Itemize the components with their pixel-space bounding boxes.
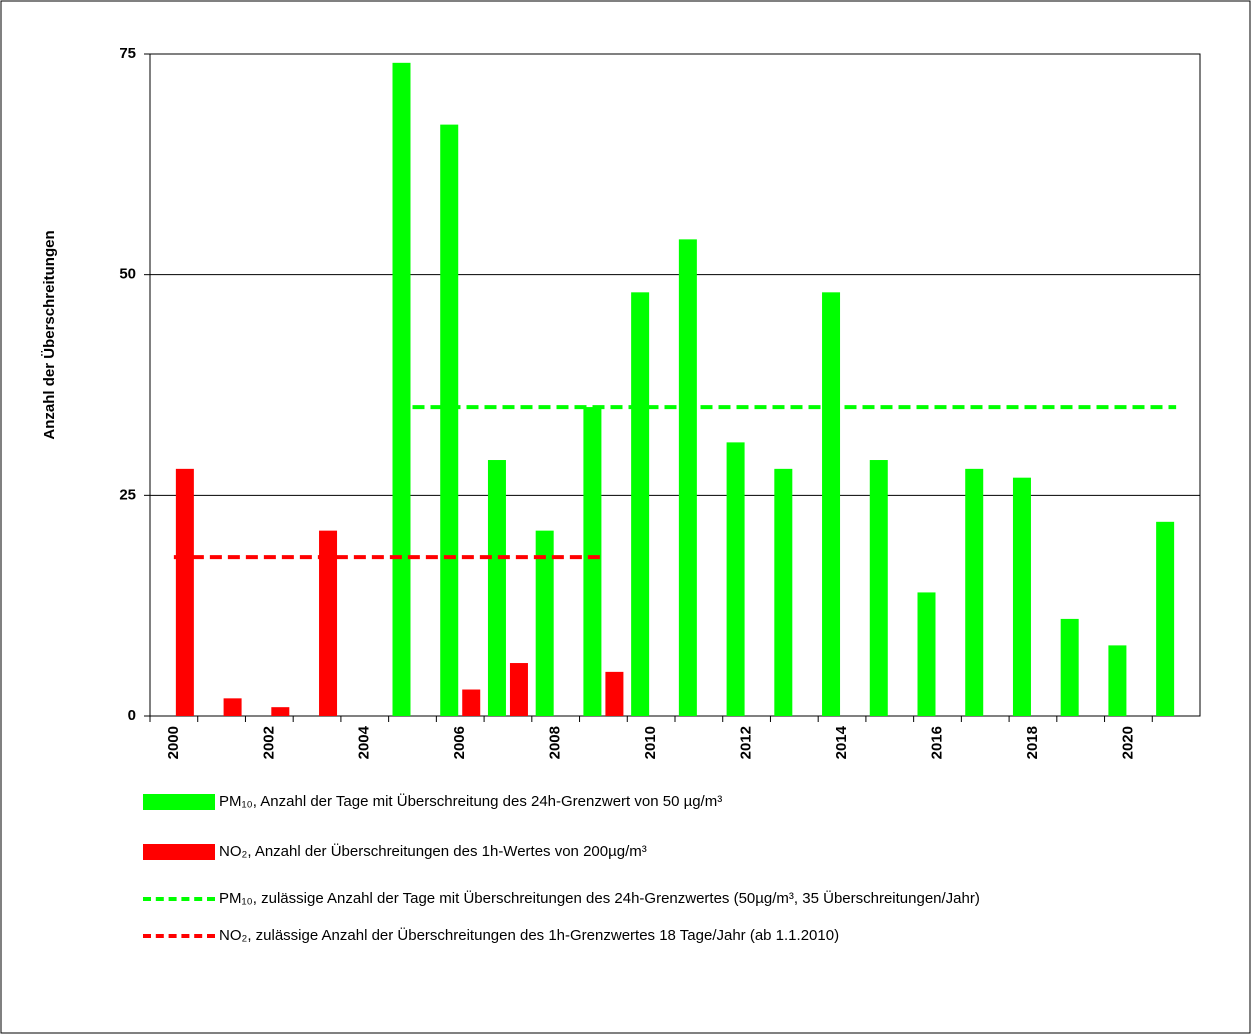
legend-entry: NO₂, Anzahl der Überschreitungen des 1h-… (143, 843, 1143, 860)
bar (583, 407, 602, 716)
x-tick-label: 2004 (356, 725, 373, 759)
x-tick-label: 2010 (642, 726, 659, 759)
bar (271, 707, 290, 716)
bar (965, 468, 984, 716)
bar (440, 124, 459, 716)
legend-entry: NO₂, zulässige Anzahl der Überschreitung… (143, 927, 1143, 944)
legend-label: PM₁₀, zulässige Anzahl der Tage mit Über… (219, 890, 980, 907)
x-tick-label: 2008 (547, 726, 564, 759)
legend-swatch (143, 794, 215, 810)
bar (631, 292, 650, 716)
bar (392, 62, 411, 717)
legend-label: PM₁₀, Anzahl der Tage mit Überschreitung… (219, 793, 723, 810)
bar (1108, 645, 1127, 716)
legend-entry: PM₁₀, zulässige Anzahl der Tage mit Über… (143, 890, 1143, 907)
bar (223, 698, 242, 716)
bar (535, 530, 554, 716)
bar (917, 592, 936, 716)
bar (869, 460, 888, 716)
bar (774, 468, 793, 716)
bar (175, 468, 194, 716)
bar (319, 530, 338, 716)
legend-label: NO₂, Anzahl der Überschreitungen des 1h-… (219, 843, 647, 860)
x-tick-label: 2006 (451, 726, 468, 759)
legend-swatch (143, 897, 215, 901)
legend-swatch (143, 934, 215, 938)
bar (726, 442, 745, 716)
bar (487, 460, 506, 716)
bar (462, 689, 481, 716)
bar (678, 239, 697, 717)
x-tick-label: 2012 (738, 726, 755, 759)
legend-swatch (143, 844, 215, 860)
plot-border (149, 53, 1201, 717)
legend-entry: PM₁₀, Anzahl der Tage mit Überschreitung… (143, 793, 1143, 810)
y-tick-label: 0 (128, 707, 136, 724)
bar (1012, 477, 1031, 716)
bar (605, 671, 624, 716)
y-tick-label: 50 (119, 266, 136, 283)
y-tick-label: 25 (119, 486, 136, 503)
y-axis-label: Anzahl der Überschreitungen (41, 230, 58, 439)
x-tick-label: 2000 (165, 726, 182, 759)
legend-label: NO₂, zulässige Anzahl der Überschreitung… (219, 927, 840, 944)
x-tick-label: 2016 (928, 726, 945, 759)
bar (1060, 618, 1079, 716)
bar (822, 292, 841, 716)
x-tick-label: 2002 (260, 726, 277, 759)
bar (1156, 521, 1175, 716)
x-tick-label: 2018 (1024, 726, 1041, 759)
y-tick-label: 75 (119, 45, 136, 62)
x-tick-label: 2020 (1119, 726, 1136, 759)
x-tick-label: 2014 (833, 725, 850, 759)
bar (509, 663, 528, 716)
